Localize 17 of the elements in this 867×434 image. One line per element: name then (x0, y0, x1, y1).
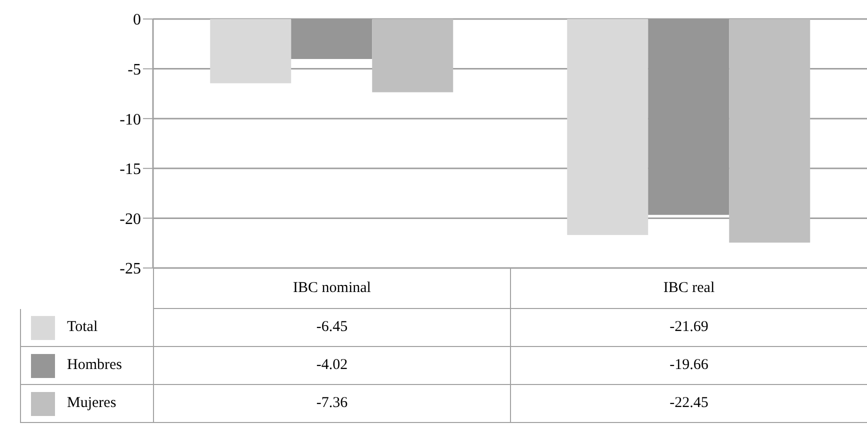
y-tick-label: -25 (120, 260, 141, 278)
data-label: -4.02 (153, 347, 510, 385)
data-label: -7.36 (153, 385, 510, 423)
y-tick-label: -20 (120, 210, 141, 228)
x-tick-label: IBC nominal (153, 268, 510, 309)
y-tick-label: -10 (120, 111, 141, 128)
y-tick-label: 0 (133, 12, 141, 29)
y-tick-label: -5 (128, 61, 141, 78)
data-label: -19.66 (510, 347, 867, 385)
legend-label: Hombres (67, 357, 122, 374)
data-label: -22.45 (510, 385, 867, 423)
data-label: -21.69 (510, 309, 867, 347)
data-label: -6.45 (153, 309, 510, 347)
x-tick-label: IBC real (510, 268, 867, 309)
y-tick-label: -15 (120, 161, 141, 178)
legend-label: Mujeres (67, 395, 116, 412)
legend-label: Total (67, 319, 98, 336)
